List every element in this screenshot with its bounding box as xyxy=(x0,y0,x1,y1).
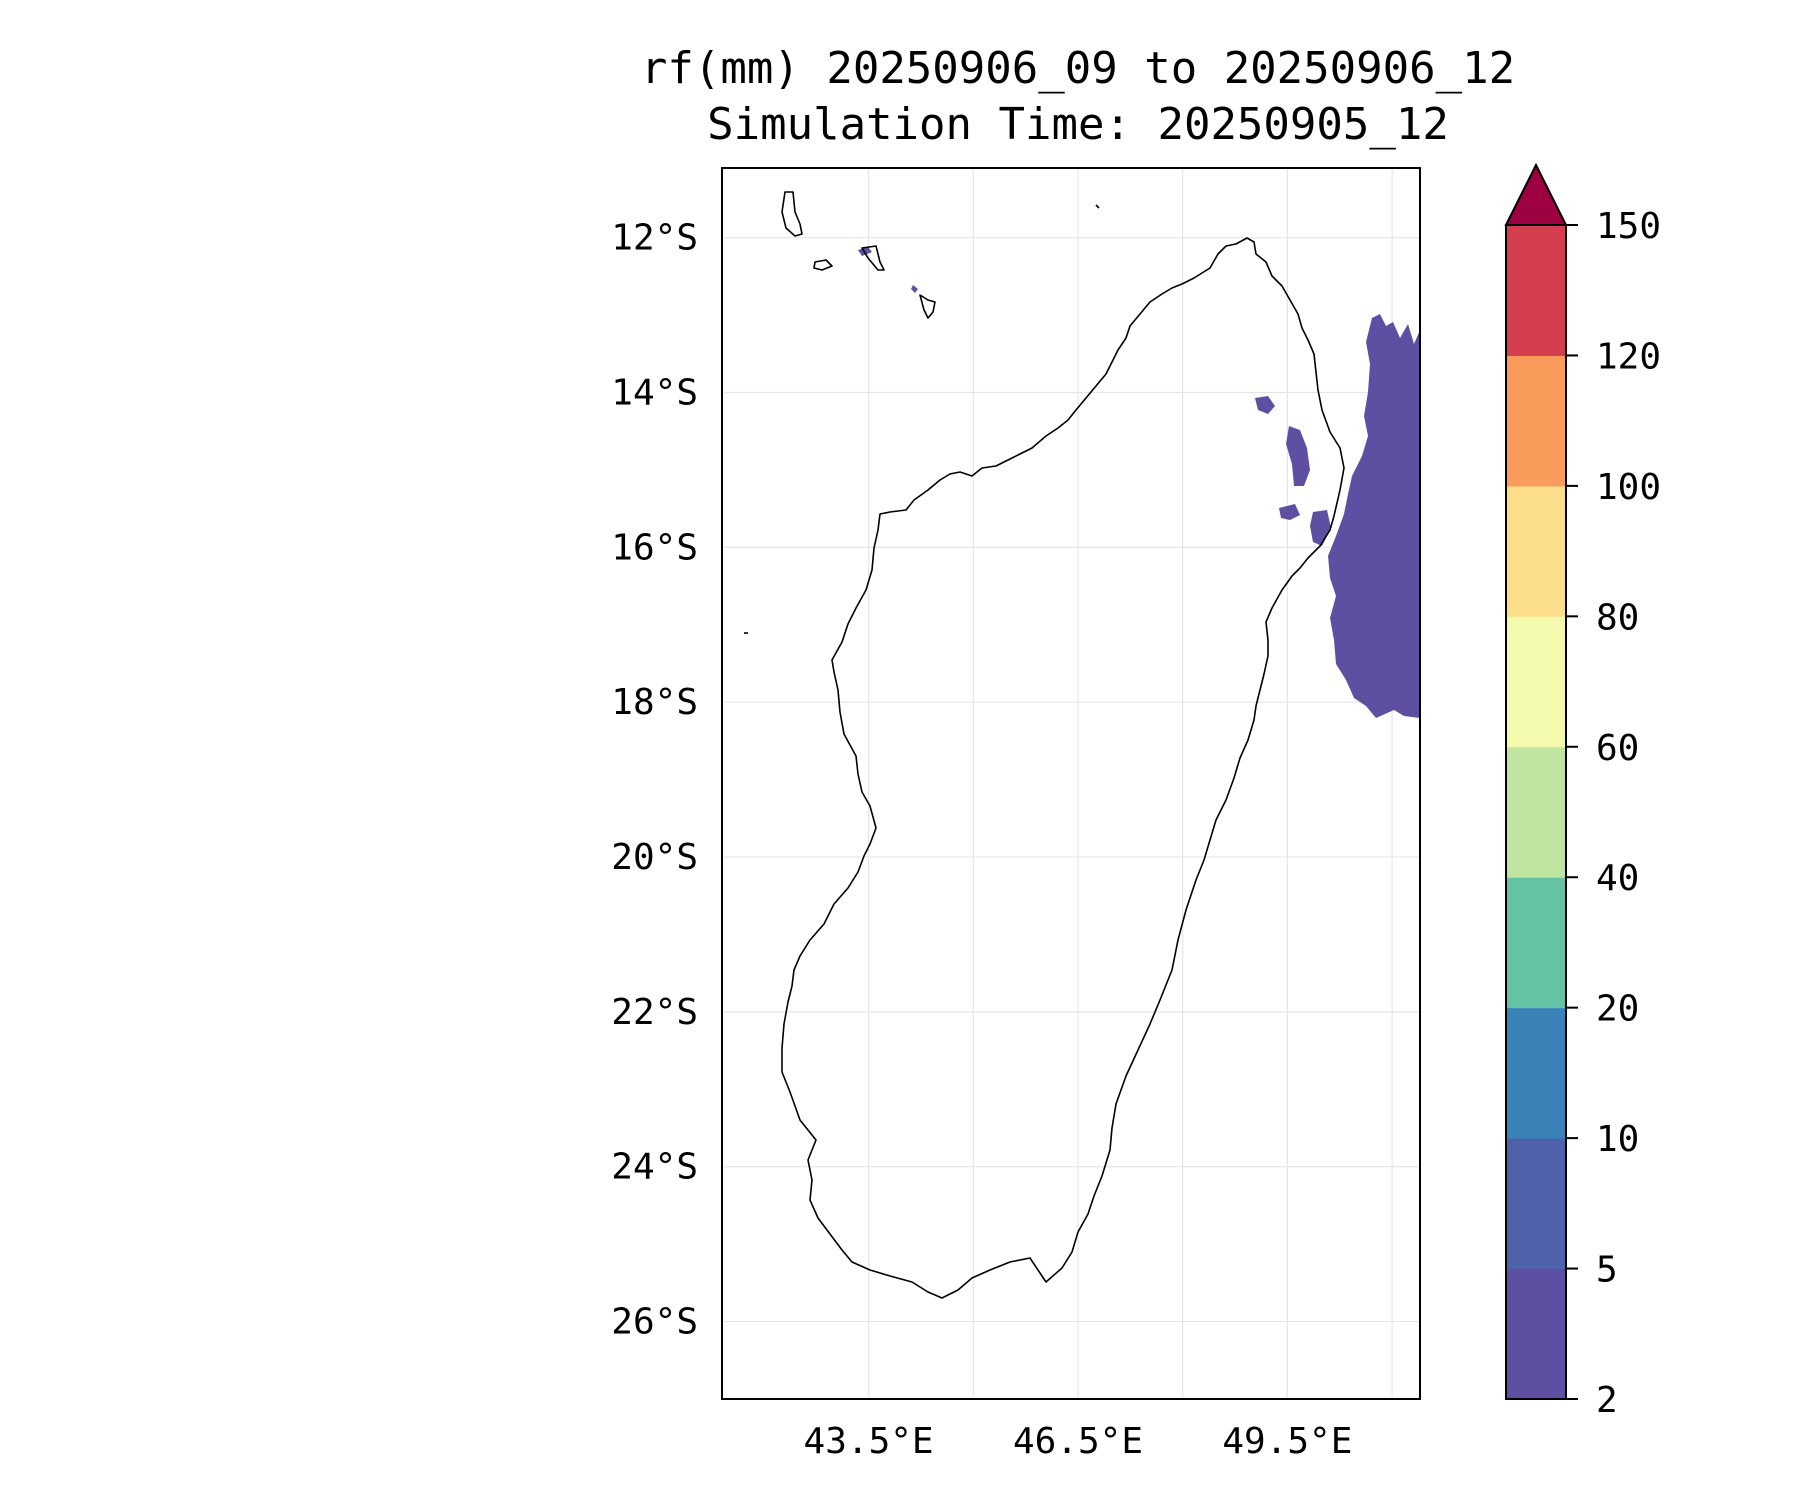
islet-north xyxy=(1095,204,1100,209)
colorbar-tick-label: 20 xyxy=(1596,989,1639,1030)
map-frame xyxy=(721,167,1421,1400)
lat-tick-label: 26°S xyxy=(611,1302,698,1343)
map-background xyxy=(722,168,1420,1399)
colorbar: 2 5 10 20 40 60 80 100 120 150 xyxy=(1504,162,1661,1421)
colorbar-tick-label: 10 xyxy=(1596,1119,1639,1160)
comoros-anjouan-coastline xyxy=(861,245,885,271)
lat-tick-label: 20°S xyxy=(611,837,698,878)
colorbar-tick-label: 80 xyxy=(1596,597,1639,638)
mayotte-coastline xyxy=(919,294,936,319)
colorbar-tick-label: 120 xyxy=(1596,336,1661,377)
map-panel xyxy=(721,167,1421,1400)
colorbar-segment xyxy=(1506,485,1566,617)
longitude-tick-labels: 43.5°E 46.5°E 49.5°E xyxy=(804,1421,1353,1462)
map-title-line-1: rf(mm) 20250906_09 to 20250906_12 xyxy=(641,43,1515,94)
madagascar-coastline xyxy=(781,237,1345,1299)
comoros-grande-coastline xyxy=(781,191,803,237)
colorbar-extend-arrow xyxy=(1504,162,1568,226)
lat-tick-label: 18°S xyxy=(611,682,698,723)
lat-tick-label: 12°S xyxy=(611,218,698,259)
colorbar-tick-label: 40 xyxy=(1596,858,1639,899)
lon-tick-label: 49.5°E xyxy=(1222,1421,1352,1462)
colorbar-tick-label: 5 xyxy=(1596,1250,1618,1291)
coastline xyxy=(744,191,1345,1299)
colorbar-segment xyxy=(1506,1007,1566,1139)
rain-patch-mayotte xyxy=(911,285,918,293)
colorbar-segment xyxy=(1506,877,1566,1009)
colorbar-segment xyxy=(1506,746,1566,878)
lat-tick-label: 14°S xyxy=(611,373,698,414)
colorbar-segment xyxy=(1506,616,1566,748)
map-title-line-2: Simulation Time: 20250905_12 xyxy=(707,99,1449,150)
lat-tick-label: 16°S xyxy=(611,527,698,568)
rainfall-field xyxy=(858,247,1420,718)
colorbar-tick-label: 100 xyxy=(1596,467,1661,508)
comoros-moheli-coastline xyxy=(813,259,833,271)
colorbar-segment xyxy=(1506,1138,1566,1270)
colorbar-segment xyxy=(1506,355,1566,487)
colorbar-tick-label: 60 xyxy=(1596,728,1639,769)
colorbar-frame xyxy=(1505,224,1567,1400)
colorbar-tick-label: 150 xyxy=(1596,206,1661,247)
lon-tick-label: 46.5°E xyxy=(1013,1421,1143,1462)
map-gridlines xyxy=(722,168,1420,1399)
colorbar-tick-label: 2 xyxy=(1596,1380,1618,1421)
colorbar-segment xyxy=(1506,225,1566,356)
rain-patch-ne-coast-2 xyxy=(1286,426,1310,486)
lon-tick-label: 43.5°E xyxy=(804,1421,934,1462)
rain-patch-offshore-band xyxy=(1328,314,1420,718)
lat-tick-label: 24°S xyxy=(611,1147,698,1188)
colorbar-segment xyxy=(1506,1268,1566,1400)
latitude-tick-labels: 12°S 14°S 16°S 18°S 20°S 22°S 24°S 26°S xyxy=(611,218,698,1343)
rain-patch-ne-coast-1 xyxy=(1255,396,1275,414)
rain-patch-ne-coast-3 xyxy=(1279,504,1300,520)
lat-tick-label: 22°S xyxy=(611,992,698,1033)
